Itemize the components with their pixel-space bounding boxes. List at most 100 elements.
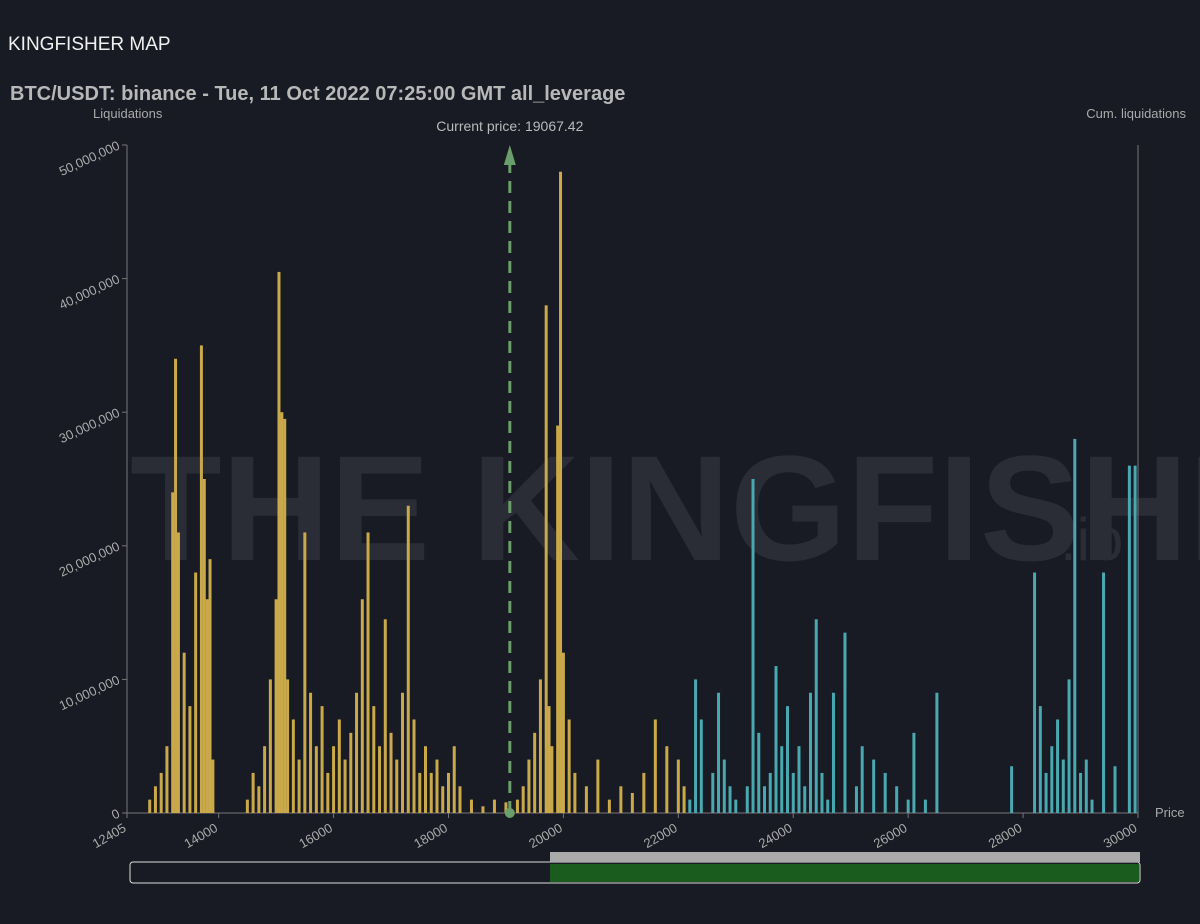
y2-axis-label: Cum. liquidations xyxy=(1086,106,1186,121)
bar xyxy=(665,746,669,813)
bar xyxy=(527,759,531,813)
bar xyxy=(1102,572,1106,813)
watermark: THE KINGFISHER xyxy=(130,424,1200,592)
bar xyxy=(366,532,370,813)
bar xyxy=(378,746,382,813)
y-tick-label: 50,000,000 xyxy=(57,138,122,179)
bar xyxy=(757,732,761,813)
bar xyxy=(309,692,313,813)
bar xyxy=(642,772,646,813)
bar xyxy=(653,719,657,813)
bar xyxy=(1067,679,1071,813)
bar xyxy=(676,759,680,813)
y-tick-label: 20,000,000 xyxy=(57,539,122,580)
bar xyxy=(435,759,439,813)
bar xyxy=(831,692,835,813)
bar xyxy=(694,679,698,813)
bar xyxy=(538,679,542,813)
bar xyxy=(912,732,916,813)
bar xyxy=(274,599,278,813)
bar xyxy=(763,786,767,813)
bar xyxy=(492,799,496,813)
bar xyxy=(521,786,525,813)
bar xyxy=(303,532,307,813)
bar xyxy=(268,679,272,813)
bar xyxy=(355,692,359,813)
bar xyxy=(176,532,180,813)
bar xyxy=(401,692,405,813)
bar xyxy=(567,719,571,813)
bar xyxy=(682,786,686,813)
bar xyxy=(1133,465,1137,813)
bar xyxy=(188,706,192,813)
bar xyxy=(424,746,428,813)
bar xyxy=(504,802,508,813)
y-tick-label: 40,000,000 xyxy=(57,271,122,312)
bar xyxy=(251,772,255,813)
bar xyxy=(814,619,818,813)
bar xyxy=(389,732,393,813)
bar xyxy=(808,692,812,813)
bar xyxy=(688,799,692,813)
bar xyxy=(1084,759,1088,813)
bar xyxy=(515,799,519,813)
bar xyxy=(596,759,600,813)
bar xyxy=(820,772,824,813)
bar xyxy=(607,799,611,813)
range-selection[interactable] xyxy=(550,864,1139,882)
x-tick-label: 16000 xyxy=(296,820,335,851)
bar xyxy=(283,418,287,813)
bar xyxy=(291,719,295,813)
bar xyxy=(1033,572,1037,813)
bar xyxy=(208,559,212,813)
x-tick-label: 26000 xyxy=(871,820,910,851)
bar xyxy=(797,746,801,813)
bar xyxy=(559,171,563,814)
bar xyxy=(751,479,755,813)
y-tick-label: 10,000,000 xyxy=(57,672,122,713)
y-axis-label: Liquidations xyxy=(93,106,163,121)
bar xyxy=(854,786,858,813)
bar xyxy=(619,786,623,813)
bar xyxy=(429,772,433,813)
range-handle-bar[interactable] xyxy=(550,852,1140,862)
bar xyxy=(372,706,376,813)
bar xyxy=(895,786,899,813)
bar xyxy=(205,599,209,813)
bar xyxy=(843,632,847,813)
bar xyxy=(159,772,163,813)
bar xyxy=(148,799,152,813)
bar xyxy=(280,412,284,813)
x-tick-label: 30000 xyxy=(1101,820,1140,851)
bar xyxy=(547,706,551,813)
bar xyxy=(711,772,715,813)
bar xyxy=(1061,759,1065,813)
bar xyxy=(406,505,410,813)
x-axis-label: Price xyxy=(1155,805,1185,820)
bar xyxy=(722,759,726,813)
bar xyxy=(277,271,281,813)
bar xyxy=(441,786,445,813)
bar xyxy=(171,492,175,813)
bar xyxy=(1090,799,1094,813)
bar xyxy=(584,786,588,813)
bar xyxy=(1113,766,1117,813)
bar xyxy=(194,572,198,813)
bar xyxy=(803,786,807,813)
bar xyxy=(780,746,784,813)
bar xyxy=(320,706,324,813)
bar xyxy=(332,746,336,813)
current-price-label: Current price: 19067.42 xyxy=(436,118,583,134)
bar xyxy=(182,652,186,813)
x-tick-label: 22000 xyxy=(641,820,680,851)
bar xyxy=(1127,465,1131,813)
bar xyxy=(337,719,341,813)
bar xyxy=(1044,772,1048,813)
chart-title: BTC/USDT: binance - Tue, 11 Oct 2022 07:… xyxy=(10,83,625,105)
bar xyxy=(1056,719,1060,813)
bar xyxy=(550,746,554,813)
bar xyxy=(630,792,634,813)
bar xyxy=(883,772,887,813)
